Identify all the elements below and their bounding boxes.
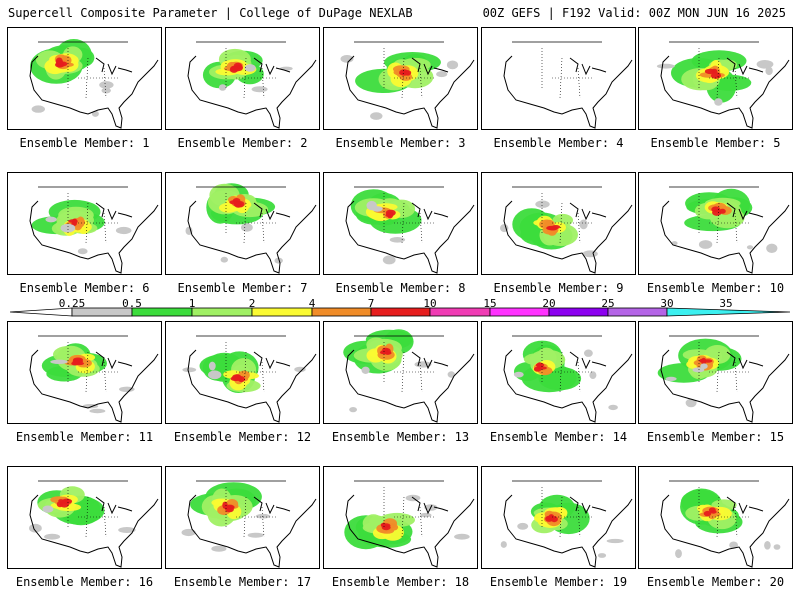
panel-label: Ensemble Member: 11	[15, 430, 154, 444]
ensemble-map-panel	[481, 321, 636, 424]
panel-label: Ensemble Member: 6	[19, 281, 150, 295]
run-valid-time: 00Z GEFS | F192 Valid: 00Z MON JUN 16 20…	[482, 6, 786, 20]
ensemble-map-panel	[323, 466, 478, 569]
panel-label: Ensemble Member: 15	[646, 430, 785, 444]
panel-label: Ensemble Member: 17	[173, 575, 312, 589]
colorbar-tick-label: 7	[367, 297, 375, 310]
ensemble-map-panel	[323, 321, 478, 424]
panel-label: Ensemble Member: 8	[335, 281, 466, 295]
colorbar-band	[311, 307, 372, 317]
ensemble-map-panel	[7, 27, 162, 130]
colorbar-tick-label: 20	[542, 297, 556, 310]
panel-label: Ensemble Member: 16	[15, 575, 154, 589]
colorbar-band	[548, 307, 609, 317]
colorbar-tick-label: 1	[188, 297, 196, 310]
ensemble-map-panel	[165, 27, 320, 130]
panel-label: Ensemble Member: 2	[177, 136, 308, 150]
colorbar-tick-label: 0.25	[58, 297, 86, 310]
colorbar-band	[607, 307, 668, 317]
panel-label: Ensemble Member: 14	[489, 430, 628, 444]
panel-label: Ensemble Member: 20	[646, 575, 785, 589]
panel-label: Ensemble Member: 18	[331, 575, 470, 589]
panel-label: Ensemble Member: 1	[19, 136, 150, 150]
ensemble-map-panel	[638, 27, 793, 130]
colorbar-band	[489, 307, 550, 317]
colorbar-tick-label: 2	[248, 297, 256, 310]
colorbar-band	[251, 307, 313, 317]
colorbar-tick-label: 25	[601, 297, 615, 310]
ensemble-map-panel	[7, 466, 162, 569]
ensemble-map-panel	[7, 172, 162, 275]
colorbar-band	[429, 307, 491, 317]
ensemble-map-panel	[165, 466, 320, 569]
colorbar-tick-label: 15	[483, 297, 497, 310]
colorbar-right-arrow	[666, 307, 790, 317]
ensemble-map-panel	[323, 27, 478, 130]
colorbar	[10, 307, 790, 317]
panel-label: Ensemble Member: 13	[331, 430, 470, 444]
ensemble-map-panel	[165, 321, 320, 424]
panel-label: Ensemble Member: 19	[489, 575, 628, 589]
colorbar-tick-label: 10	[423, 297, 437, 310]
colorbar-tick-label: 4	[308, 297, 316, 310]
ensemble-map-panel	[638, 172, 793, 275]
panel-label: Ensemble Member: 3	[335, 136, 466, 150]
ensemble-map-panel	[638, 466, 793, 569]
ensemble-map-panel	[165, 172, 320, 275]
panel-label: Ensemble Member: 9	[493, 281, 624, 295]
ensemble-map-panel	[481, 466, 636, 569]
panel-label: Ensemble Member: 4	[493, 136, 624, 150]
colorbar-tick-label: 0.5	[122, 297, 142, 310]
ensemble-map-panel	[481, 27, 636, 130]
panel-label: Ensemble Member: 10	[646, 281, 785, 295]
ensemble-map-panel	[481, 172, 636, 275]
colorbar-band	[370, 307, 431, 317]
panel-label: Ensemble Member: 12	[173, 430, 312, 444]
panel-label: Ensemble Member: 5	[650, 136, 781, 150]
ensemble-map-panel	[323, 172, 478, 275]
page-title: Supercell Composite Parameter | College …	[8, 6, 413, 20]
panel-label: Ensemble Member: 7	[177, 281, 308, 295]
ensemble-map-panel	[638, 321, 793, 424]
colorbar-tick-label: 35	[719, 297, 733, 310]
colorbar-band	[191, 307, 253, 317]
colorbar-tick-label: 30	[660, 297, 674, 310]
ensemble-map-panel	[7, 321, 162, 424]
